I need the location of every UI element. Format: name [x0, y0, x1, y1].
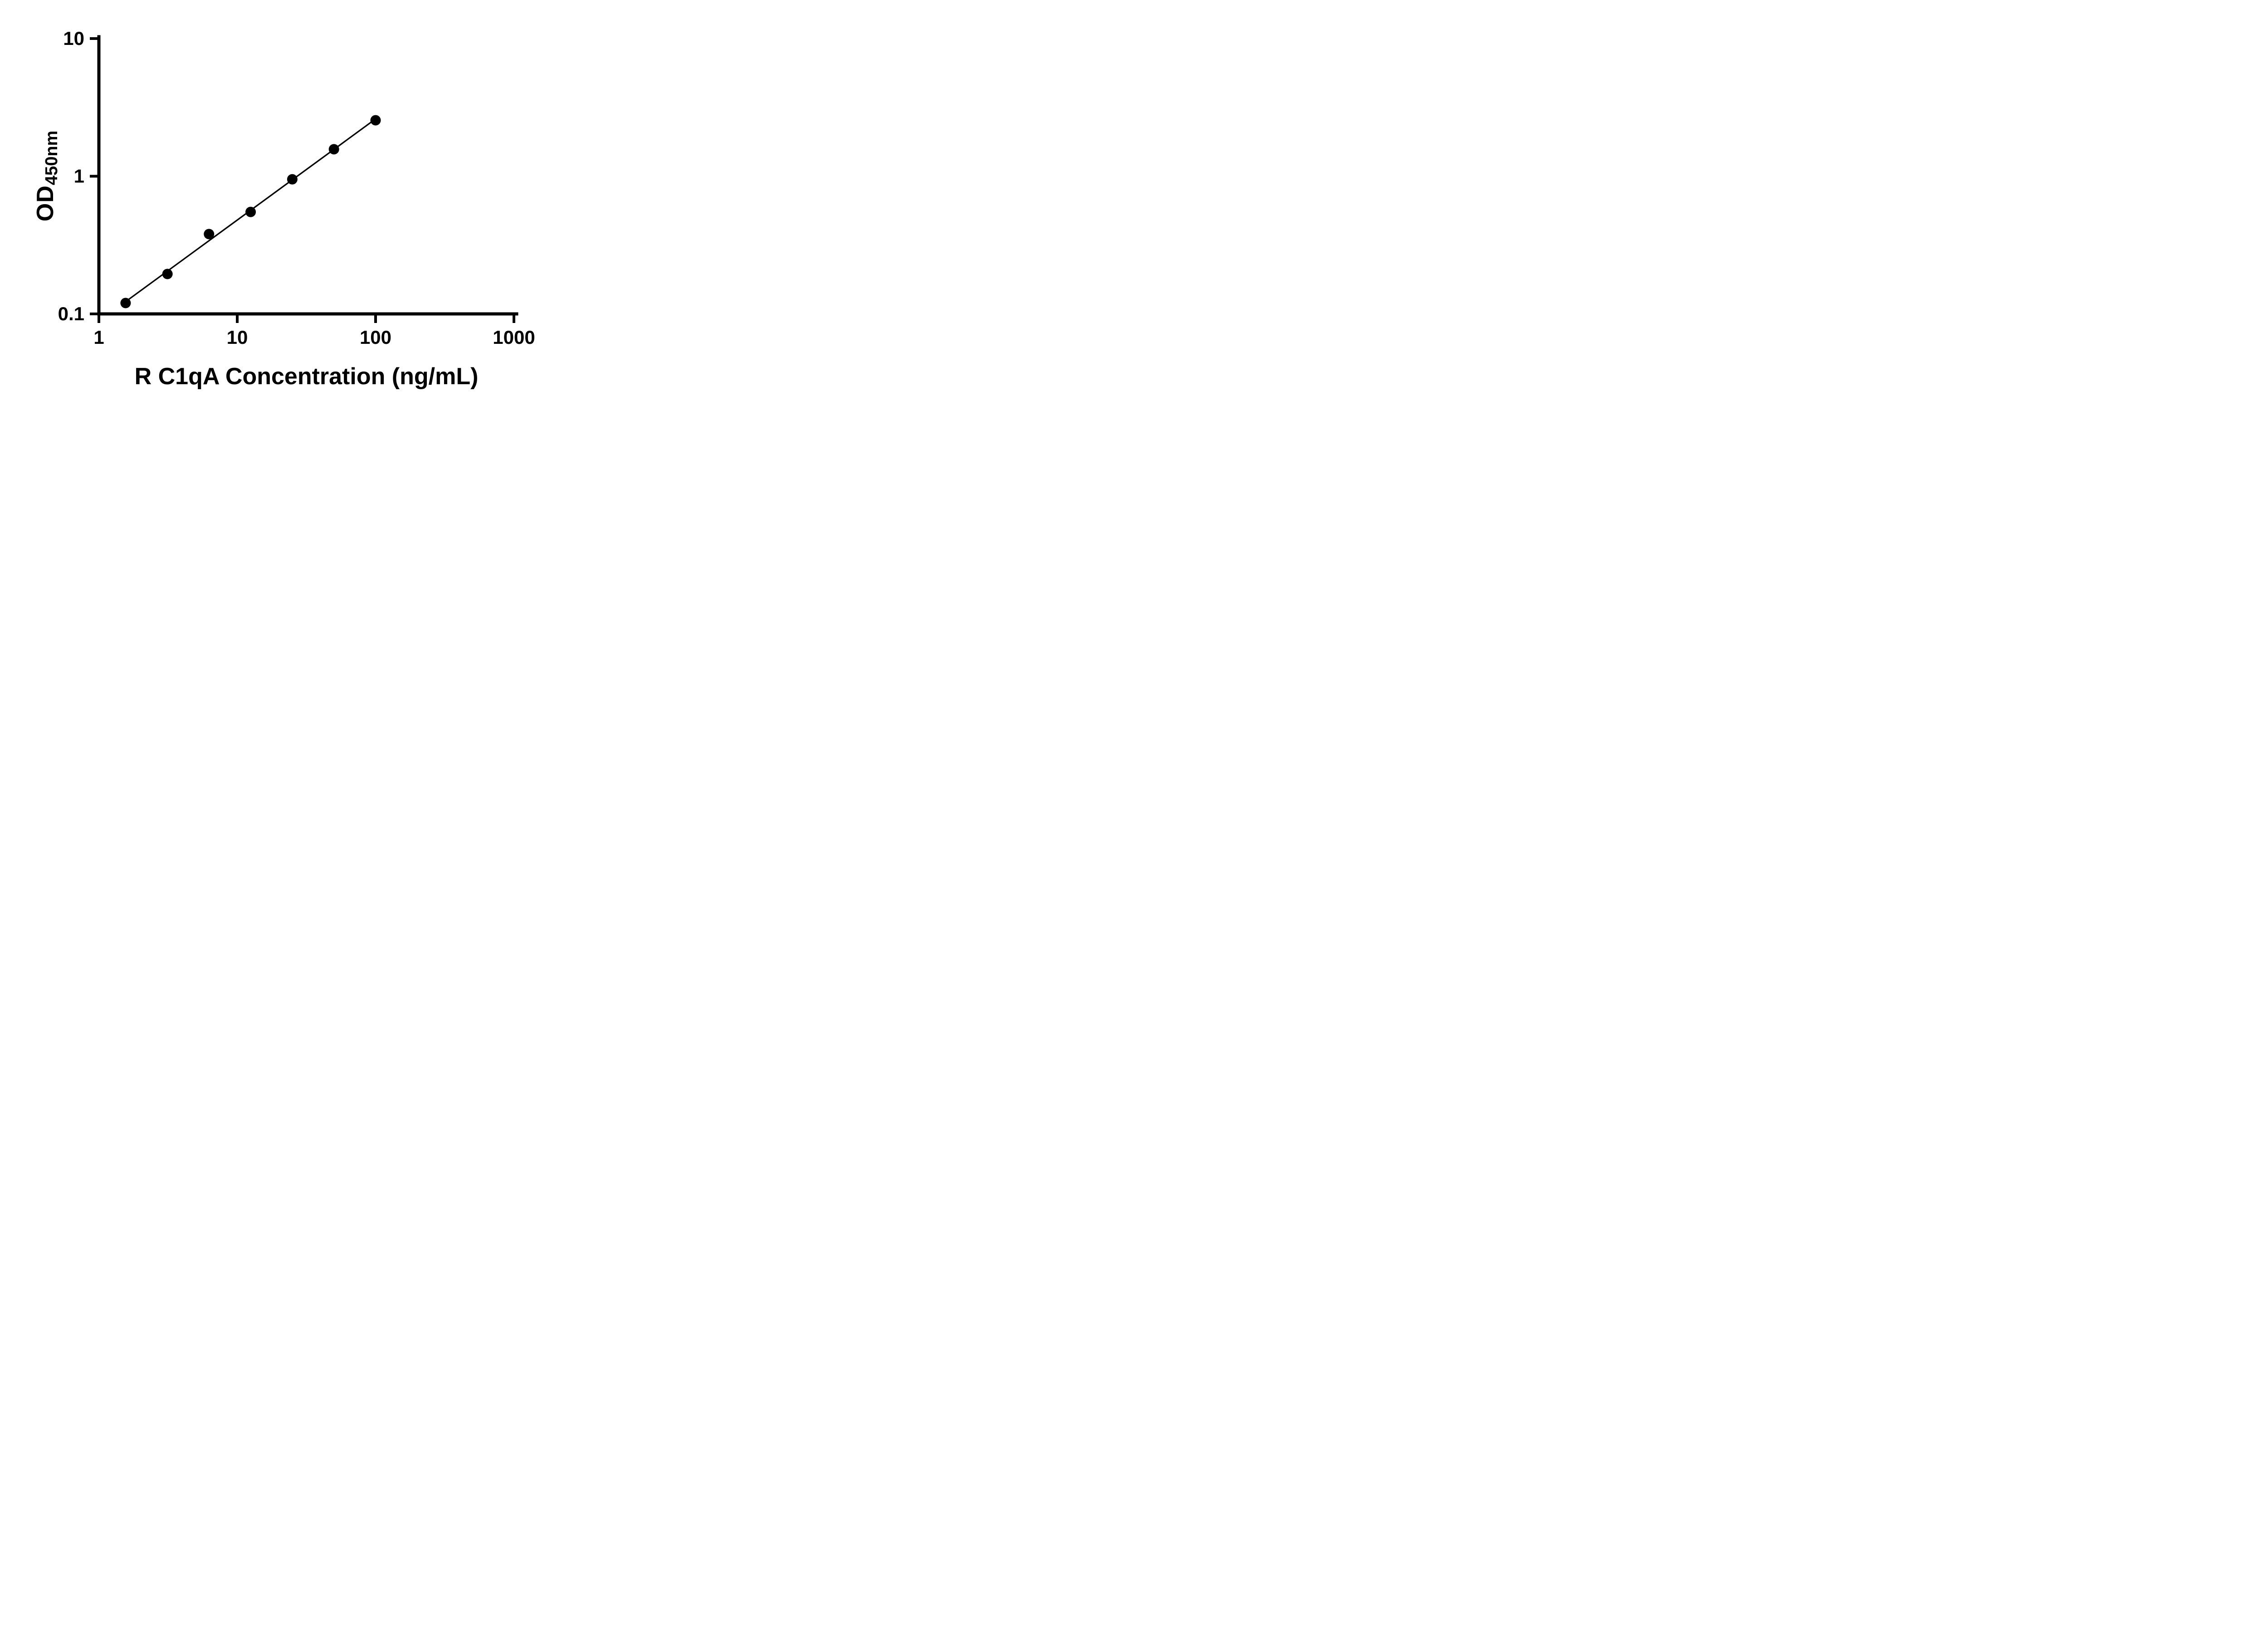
x-axis-tick-label: 1000 [493, 327, 535, 348]
x-axis-title: R C1qA Concentration (ng/mL) [134, 363, 479, 390]
data-point [328, 144, 339, 155]
data-point [204, 229, 215, 240]
data-point [287, 174, 298, 185]
data-point [245, 206, 256, 217]
data-point [162, 269, 173, 279]
y-axis-tick-label: 0.1 [58, 303, 84, 324]
x-axis-tick-label: 10 [227, 327, 248, 348]
x-axis-tick-label: 1 [93, 327, 104, 348]
chart-svg: 1 10 100 1000 0.1 1 10 [58, 28, 535, 348]
y-axis-title-main: OD [32, 185, 59, 222]
y-axis-title-subscript: 450nm [42, 130, 61, 186]
chart-figure: 1 10 100 1000 0.1 1 10 OD450nm R C1qA Concentr… [0, 0, 572, 408]
y-axis-tick-label: 10 [63, 28, 84, 49]
y-axis-tick-label: 1 [74, 166, 84, 187]
x-axis-tick-label: 100 [360, 327, 391, 348]
y-axis-title: OD450nm [32, 130, 61, 222]
data-point [370, 115, 381, 126]
data-point [120, 298, 131, 308]
